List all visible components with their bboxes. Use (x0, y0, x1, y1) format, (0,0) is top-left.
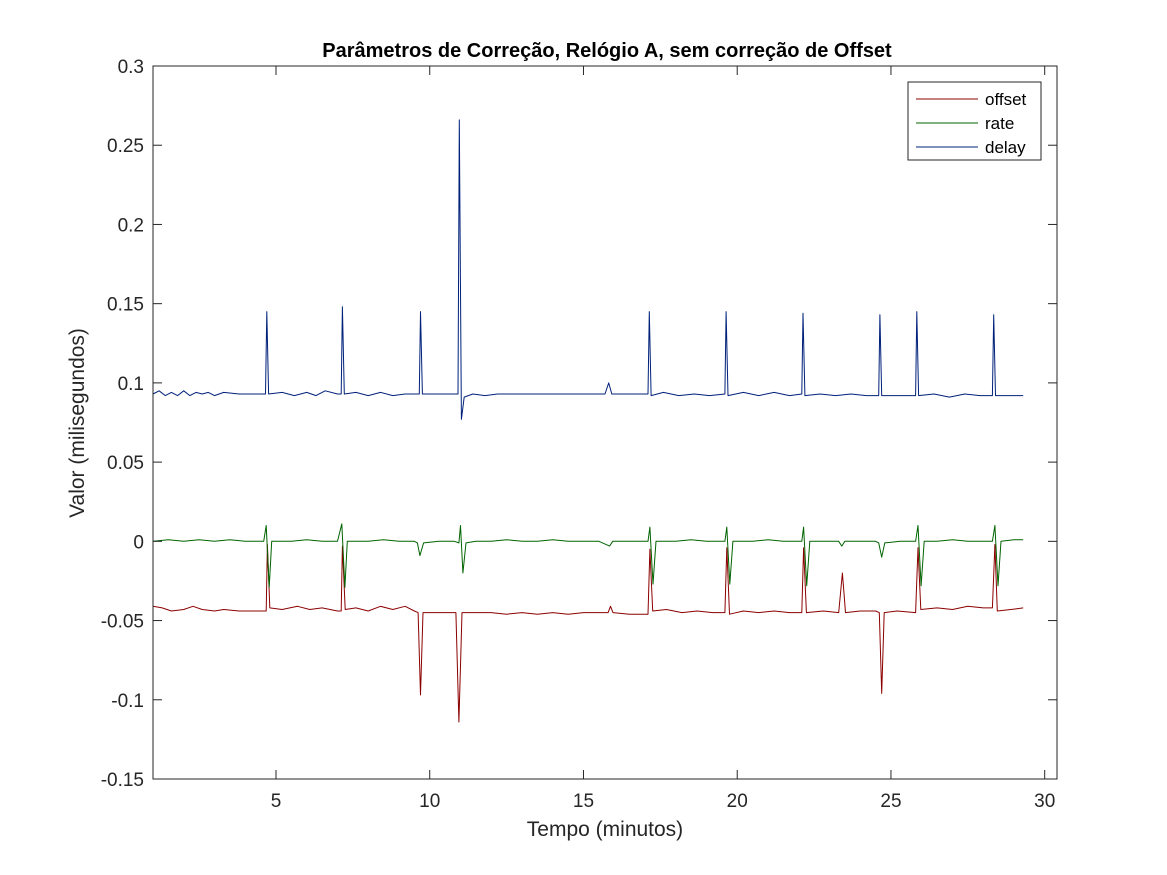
axes-box (152, 65, 1058, 780)
ticks: 5 10 15 20 25 30 -0.15 -0.1 -0.05 0 0.05 0.1 0.15 0.2… (101, 57, 1057, 812)
y-tick-label: -0.1 (111, 691, 144, 712)
legend-label-delay: delay (985, 138, 1026, 157)
series-line-rate (152, 523, 1024, 588)
series-line-delay (152, 119, 1024, 420)
axes (152, 65, 1058, 780)
x-tick-label: 5 (271, 791, 282, 812)
y-tick-label: 0.2 (118, 215, 144, 236)
y-tick-label: 0.1 (118, 374, 144, 395)
legend: offset rate delay (907, 81, 1042, 161)
chart-title: Parâmetros de Correção, Relógio A, sem c… (322, 40, 892, 62)
x-tick-label: 15 (573, 791, 594, 812)
y-tick-label: -0.15 (101, 770, 144, 791)
y-tick-label: 0.15 (107, 295, 144, 316)
legend-label-rate: rate (985, 114, 1014, 133)
plot-area (152, 119, 1024, 723)
legend-label-offset: offset (985, 90, 1027, 109)
series-line-offset (152, 544, 1024, 723)
x-axis-label: Tempo (minutos) (527, 818, 683, 841)
y-tick-label: 0.3 (118, 57, 144, 78)
y-tick-label: 0.05 (107, 453, 144, 474)
x-tick-label: 25 (880, 791, 901, 812)
y-tick-label: -0.05 (101, 612, 144, 633)
y-tick-label: 0 (133, 532, 144, 553)
x-tick-label: 10 (419, 791, 440, 812)
y-tick-label: 0.25 (107, 136, 144, 157)
y-axis-label: Valor (milisegundos) (66, 328, 89, 518)
x-tick-label: 20 (727, 791, 748, 812)
x-tick-label: 30 (1034, 791, 1055, 812)
